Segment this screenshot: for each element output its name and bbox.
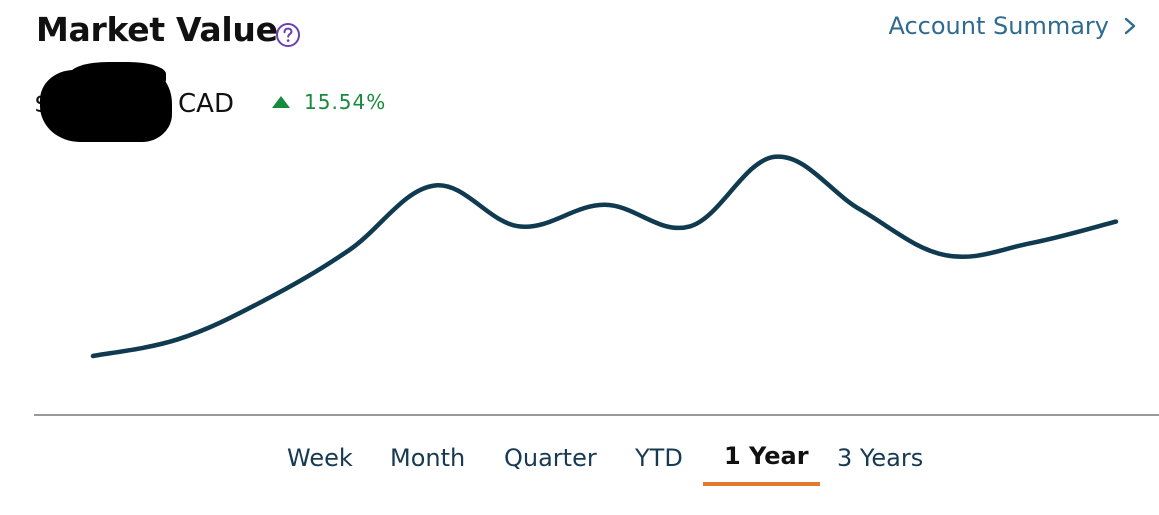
question-circle-icon[interactable] xyxy=(275,22,301,48)
account-summary-link[interactable]: Account Summary xyxy=(888,12,1137,40)
tab-week[interactable]: Week xyxy=(287,444,353,472)
divider xyxy=(34,414,1159,416)
time-range-tabs: Week Month Quarter YTD 1 Year 3 Years xyxy=(0,440,1159,490)
redaction-mark xyxy=(70,62,166,92)
tab-ytd[interactable]: YTD xyxy=(635,444,683,472)
chevron-right-icon xyxy=(1124,17,1136,35)
tab-1-year[interactable]: 1 Year xyxy=(724,442,809,470)
tab-3-years[interactable]: 3 Years xyxy=(837,444,924,472)
series-line xyxy=(90,154,1119,359)
page-title: Market Value xyxy=(36,10,278,49)
active-tab-underline xyxy=(703,482,820,486)
change-indicator: 15.54% xyxy=(271,90,386,114)
market-value-chart xyxy=(90,154,1119,359)
account-summary-label: Account Summary xyxy=(888,12,1109,40)
tab-quarter[interactable]: Quarter xyxy=(504,444,597,472)
triangle-up-icon xyxy=(272,96,290,108)
change-percent: 15.54% xyxy=(304,90,387,114)
currency-label: CAD xyxy=(178,89,234,119)
tab-month[interactable]: Month xyxy=(390,444,466,472)
